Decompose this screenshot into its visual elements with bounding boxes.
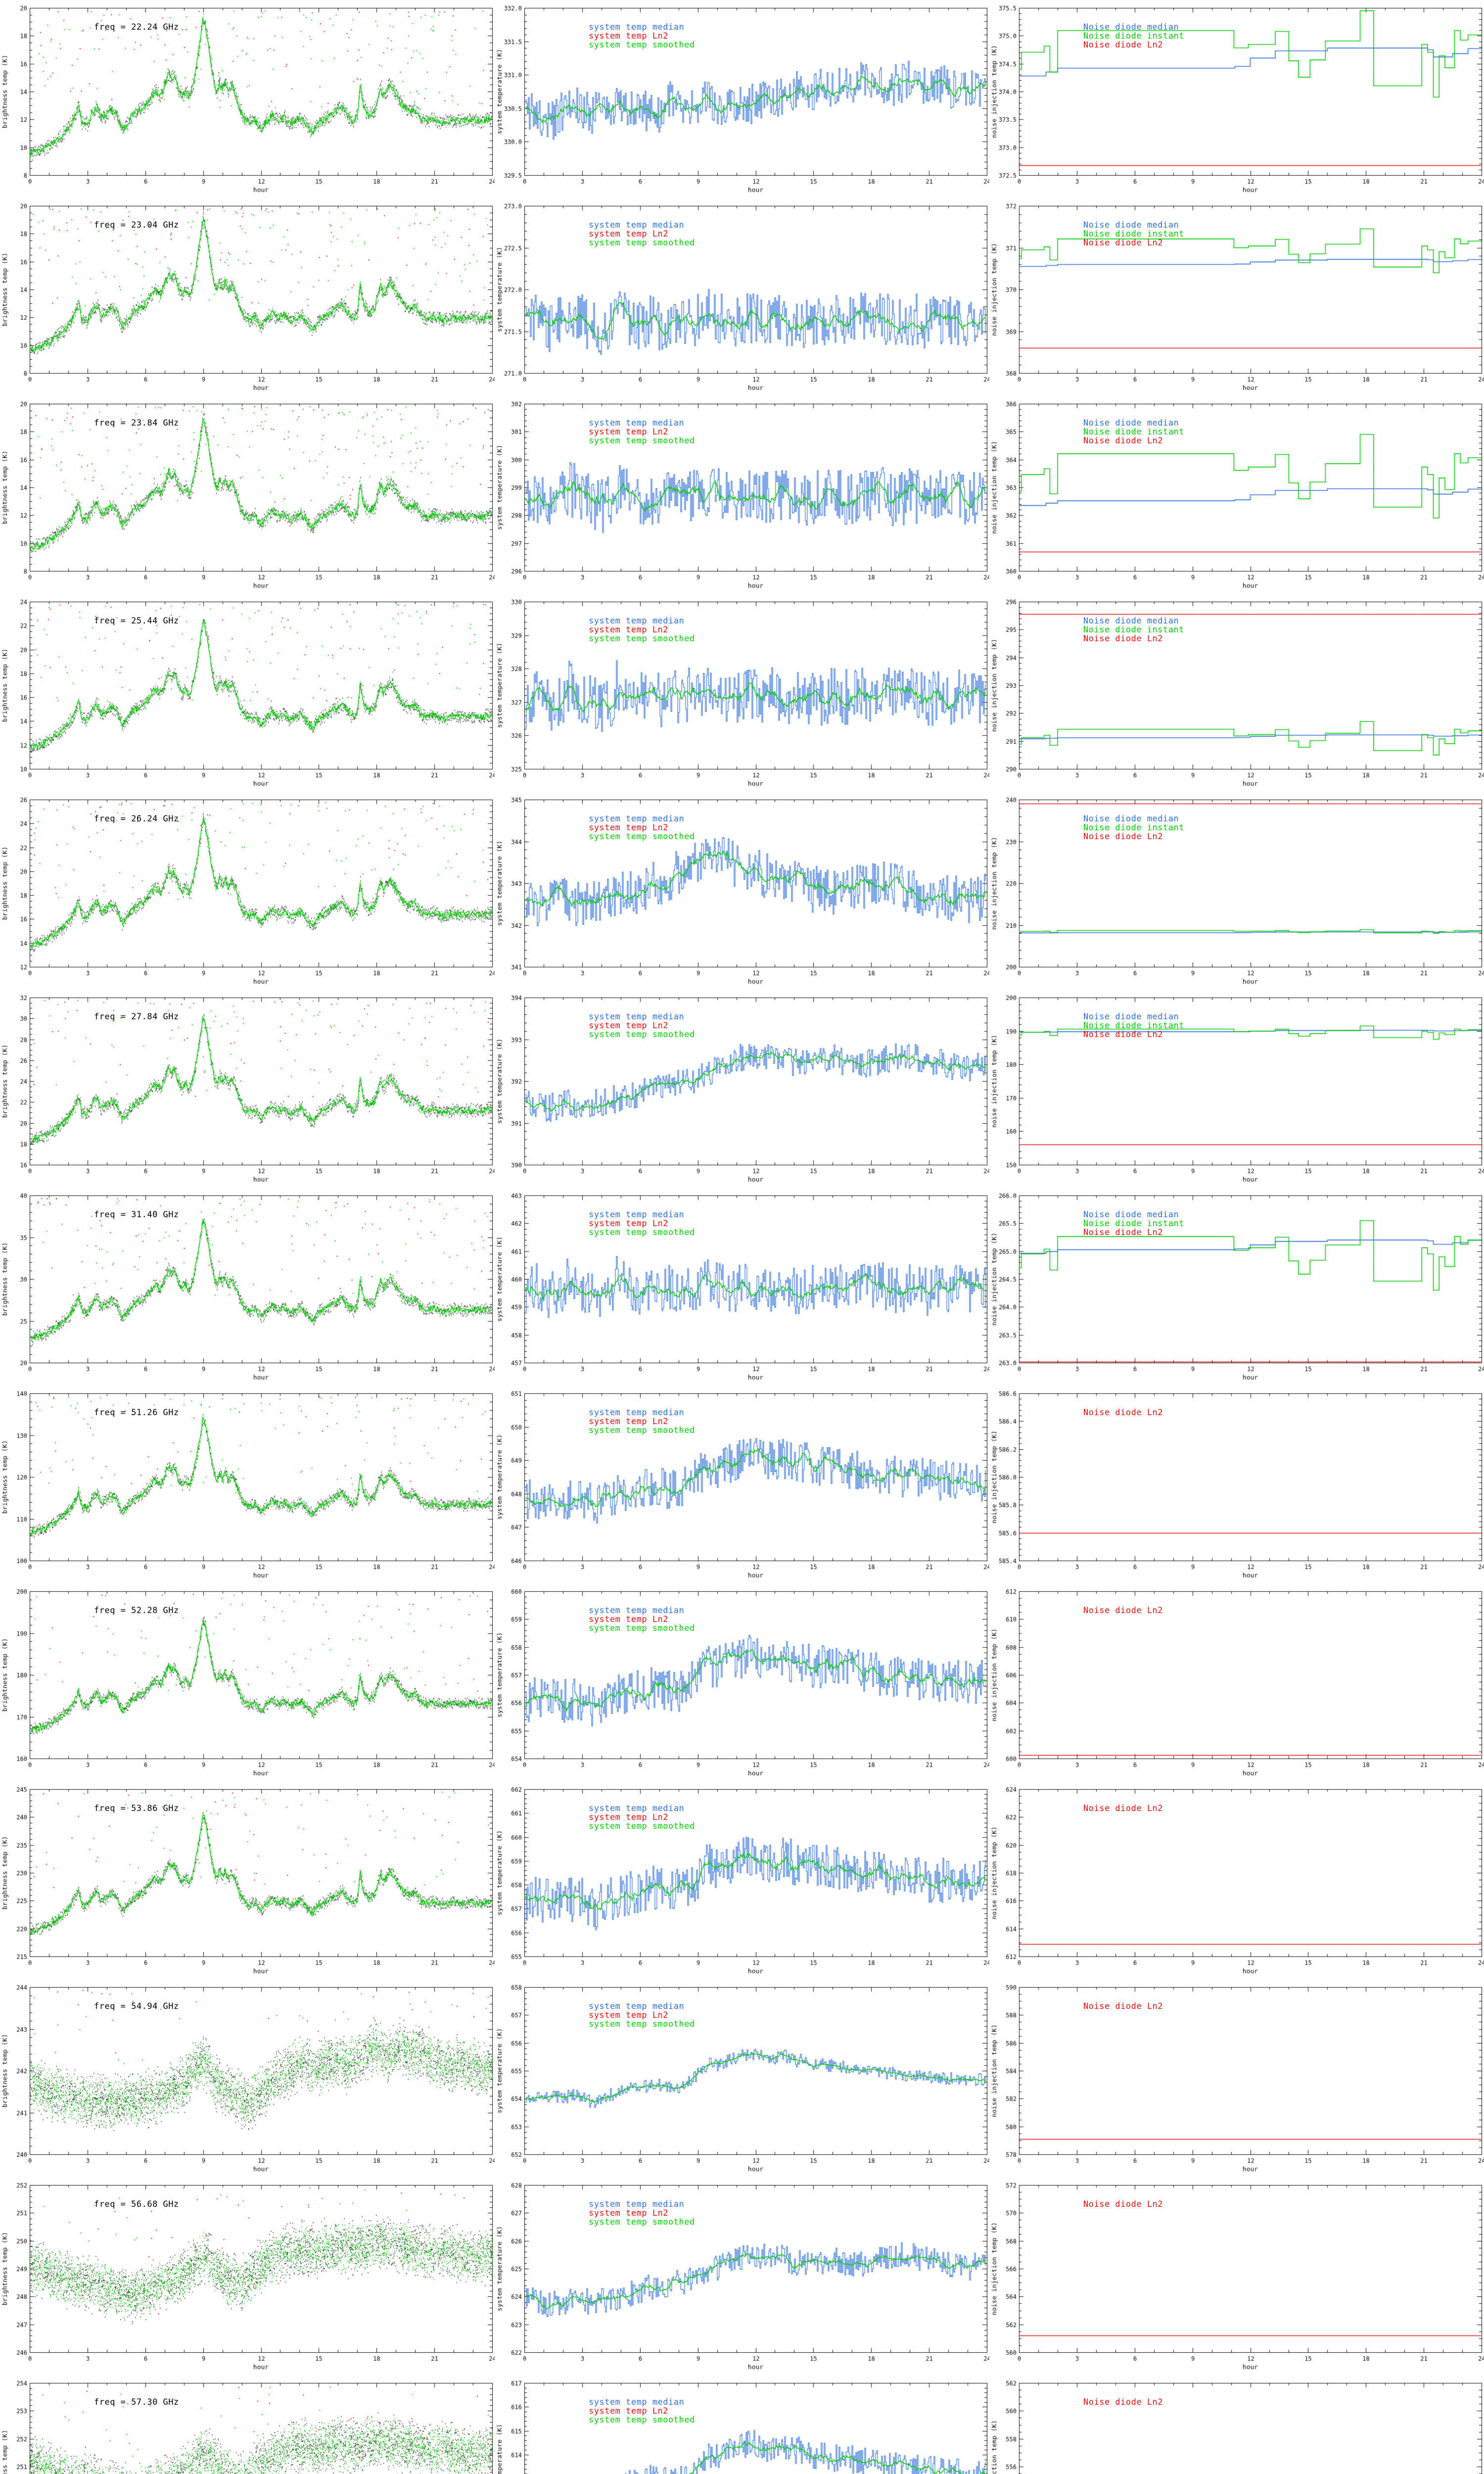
- plot-right-row-6: Noise diode median Noise diode instant Noi…: [989, 990, 1484, 1188]
- plot-right-row-1: Noise diode median Noise diode instant Noi…: [989, 0, 1484, 198]
- plot-right-row-11: Noise diode Ln2: [989, 1979, 1484, 2177]
- mid-plot-canvas: [495, 792, 989, 990]
- plot-mid-row-10: system temp median system temp Ln2 system …: [495, 1781, 989, 1979]
- right-plot-canvas: [989, 1583, 1484, 1781]
- plot-right-row-7: Noise diode median Noise diode instant Noi…: [989, 1188, 1484, 1385]
- plot-right-row-2: Noise diode median Noise diode instant Noi…: [989, 198, 1484, 396]
- plot-mid-row-7: system temp median system temp Ln2 system …: [495, 1188, 989, 1385]
- left-plot-canvas: [0, 990, 495, 1188]
- left-plot-canvas: [0, 0, 495, 198]
- left-plot-canvas: [0, 396, 495, 594]
- mid-plot-canvas: [495, 1583, 989, 1781]
- right-plot-canvas: [989, 1188, 1484, 1385]
- plot-right-row-3: Noise diode median Noise diode instant Noi…: [989, 396, 1484, 594]
- plot-right-row-4: Noise diode median Noise diode instant Noi…: [989, 594, 1484, 792]
- plot-mid-row-12: system temp median system temp Ln2 system …: [495, 2177, 989, 2375]
- plot-left-row-4: freq = 25.44 GHz: [0, 594, 495, 792]
- right-plot-canvas: [989, 396, 1484, 594]
- plot-mid-row-13: system temp median system temp Ln2 system …: [495, 2375, 989, 2474]
- left-plot-canvas: [0, 1188, 495, 1385]
- plot-mid-row-5: system temp median system temp Ln2 system …: [495, 792, 989, 990]
- plot-left-row-2: freq = 23.04 GHz: [0, 198, 495, 396]
- plot-mid-row-3: system temp median system temp Ln2 system …: [495, 396, 989, 594]
- mid-plot-canvas: [495, 990, 989, 1188]
- plot-right-row-9: Noise diode Ln2: [989, 1583, 1484, 1781]
- mid-plot-canvas: [495, 396, 989, 594]
- plot-left-row-9: freq = 52.28 GHz: [0, 1583, 495, 1781]
- plot-right-row-5: Noise diode median Noise diode instant Noi…: [989, 792, 1484, 990]
- plot-mid-row-1: system temp median system temp Ln2 system …: [495, 0, 989, 198]
- plot-mid-row-2: system temp median system temp Ln2 system …: [495, 198, 989, 396]
- plot-mid-row-9: system temp median system temp Ln2 system …: [495, 1583, 989, 1781]
- plot-right-row-10: Noise diode Ln2: [989, 1781, 1484, 1979]
- plot-right-row-12: Noise diode Ln2: [989, 2177, 1484, 2375]
- left-plot-canvas: [0, 792, 495, 990]
- plot-left-row-13: freq = 57.30 GHz: [0, 2375, 495, 2474]
- left-plot-canvas: [0, 2375, 495, 2474]
- mid-plot-canvas: [495, 2375, 989, 2474]
- mid-plot-canvas: [495, 1385, 989, 1583]
- left-plot-canvas: [0, 198, 495, 396]
- right-plot-canvas: [989, 594, 1484, 792]
- mid-plot-canvas: [495, 1781, 989, 1979]
- mid-plot-canvas: [495, 2177, 989, 2375]
- plot-left-row-3: freq = 23.84 GHz: [0, 396, 495, 594]
- plot-left-row-12: freq = 56.68 GHz: [0, 2177, 495, 2375]
- right-plot-canvas: [989, 1781, 1484, 1979]
- right-plot-canvas: [989, 198, 1484, 396]
- mid-plot-canvas: [495, 1979, 989, 2177]
- right-plot-canvas: [989, 792, 1484, 990]
- right-plot-canvas: [989, 1979, 1484, 2177]
- plot-right-row-8: Noise diode Ln2: [989, 1385, 1484, 1583]
- plot-left-row-6: freq = 27.84 GHz: [0, 990, 495, 1188]
- mid-plot-canvas: [495, 198, 989, 396]
- right-plot-canvas: [989, 2375, 1484, 2474]
- left-plot-canvas: [0, 594, 495, 792]
- left-plot-canvas: [0, 1979, 495, 2177]
- mid-plot-canvas: [495, 594, 989, 792]
- plot-left-row-8: freq = 51.26 GHz: [0, 1385, 495, 1583]
- right-plot-canvas: [989, 0, 1484, 198]
- plot-left-row-10: freq = 53.86 GHz: [0, 1781, 495, 1979]
- plot-left-row-7: freq = 31.40 GHz: [0, 1188, 495, 1385]
- left-plot-canvas: [0, 2177, 495, 2375]
- plot-left-row-11: freq = 54.94 GHz: [0, 1979, 495, 2177]
- left-plot-canvas: [0, 1781, 495, 1979]
- right-plot-canvas: [989, 990, 1484, 1188]
- plot-mid-row-6: system temp median system temp Ln2 system …: [495, 990, 989, 1188]
- plot-left-row-5: freq = 26.24 GHz: [0, 792, 495, 990]
- left-plot-canvas: [0, 1583, 495, 1781]
- plot-mid-row-8: system temp median system temp Ln2 system …: [495, 1385, 989, 1583]
- plot-mid-row-11: system temp median system temp Ln2 system …: [495, 1979, 989, 2177]
- right-plot-canvas: [989, 2177, 1484, 2375]
- plot-left-row-1: freq = 22.24 GHz: [0, 0, 495, 198]
- mid-plot-canvas: [495, 0, 989, 198]
- right-plot-canvas: [989, 1385, 1484, 1583]
- plot-right-row-13: Noise diode Ln2: [989, 2375, 1484, 2474]
- mid-plot-canvas: [495, 1188, 989, 1385]
- left-plot-canvas: [0, 1385, 495, 1583]
- plot-mid-row-4: system temp median system temp Ln2 system …: [495, 594, 989, 792]
